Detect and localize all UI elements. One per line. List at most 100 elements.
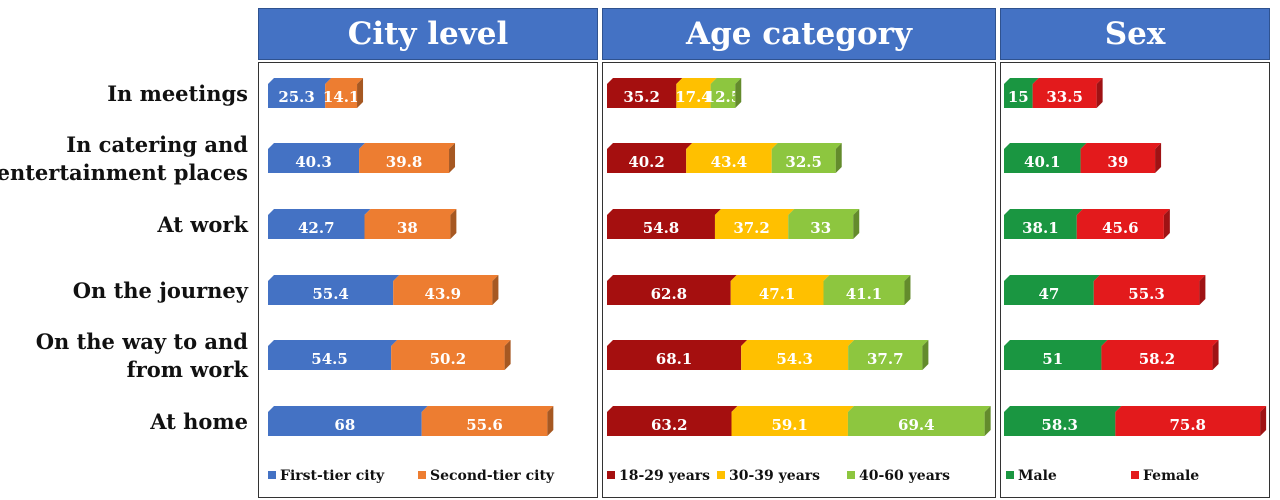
bar-top-2-4-1	[1101, 340, 1219, 346]
bar-top-2-5-1	[1115, 406, 1267, 412]
row-label-5: At home	[0, 408, 248, 436]
bar-label-0-1-0: 40.3	[295, 153, 332, 171]
bar-label-1-5-2: 69.4	[898, 416, 935, 434]
bar-1-1-2	[771, 149, 836, 173]
bar-2-1-0	[1004, 149, 1081, 173]
bar-0-5-0	[268, 412, 422, 436]
header-city-level: City level	[258, 8, 598, 60]
bar-label-2-0-1: 33.5	[1046, 88, 1083, 106]
bar-top-0-3-1	[393, 275, 499, 281]
bar-2-5-1	[1115, 412, 1261, 436]
bar-label-0-1-1: 39.8	[386, 153, 423, 171]
bar-label-1-5-0: 63.2	[651, 416, 688, 434]
row-label-line: On the journey	[72, 278, 248, 303]
bar-label-1-0-0: 35.2	[623, 88, 660, 106]
bar-2-0-1	[1032, 84, 1097, 108]
legend-label-1-0: 18-29 years	[619, 468, 710, 484]
bar-0-3-0	[268, 281, 394, 305]
bar-2-5-0	[1004, 412, 1116, 436]
header-age-category-text: Age category	[686, 16, 912, 52]
bar-top-2-3-1	[1093, 275, 1206, 281]
bar-side-2-4	[1212, 340, 1219, 370]
bar-label-2-1-1: 39	[1107, 153, 1128, 171]
legend-label-0-1: Second-tier city	[430, 468, 555, 484]
bar-1-3-1	[730, 281, 824, 305]
bar-1-5-1	[731, 412, 848, 436]
bar-top-0-1-1	[359, 143, 456, 149]
bar-0-5-1	[421, 412, 548, 436]
bar-2-0-0	[1004, 84, 1033, 108]
bar-label-1-5-1: 59.1	[771, 416, 808, 434]
bar-side-1-1	[835, 143, 842, 173]
bar-1-2-1	[714, 215, 789, 239]
bar-label-1-2-1: 37.2	[733, 219, 770, 237]
bar-top-2-1-1	[1080, 143, 1162, 149]
bar-1-5-2	[847, 412, 985, 436]
bar-2-4-0	[1004, 346, 1102, 370]
bar-label-2-3-1: 55.3	[1128, 285, 1165, 303]
row-label-0: In meetings	[0, 80, 248, 108]
bar-label-1-1-1: 43.4	[711, 153, 748, 171]
legend-swatch-2-0	[1006, 471, 1014, 479]
legend-swatch-0-0	[268, 471, 276, 479]
row-label-line: In catering and	[66, 132, 248, 157]
bar-label-1-2-0: 54.8	[643, 219, 680, 237]
bar-label-2-2-0: 38.1	[1022, 219, 1059, 237]
bar-1-5-0	[607, 412, 732, 436]
legend-label-2-0: Male	[1018, 468, 1057, 484]
bar-label-1-2-2: 33	[810, 219, 831, 237]
bar-0-1-0	[268, 149, 360, 173]
bar-label-2-4-0: 51	[1042, 350, 1063, 368]
bar-top-0-5-0	[268, 406, 428, 412]
bar-label-1-3-1: 47.1	[759, 285, 796, 303]
bar-0-2-0	[268, 215, 365, 239]
legend-swatch-0-1	[418, 471, 426, 479]
bar-0-0-1	[325, 84, 358, 108]
bar-label-2-5-1: 75.8	[1169, 416, 1206, 434]
header-sex-text: Sex	[1104, 16, 1166, 52]
bar-top-1-5-0	[607, 406, 738, 412]
legend-swatch-1-0	[607, 471, 615, 479]
bar-top-1-5-2	[847, 406, 991, 412]
bar-1-2-0	[607, 215, 715, 239]
bar-side-0-4	[504, 340, 511, 370]
bar-0-2-1	[364, 215, 451, 239]
bar-label-0-0-1: 14.1	[323, 88, 360, 106]
legend-label-0-0: First-tier city	[280, 468, 385, 484]
bar-2-3-0	[1004, 281, 1094, 305]
bar-label-0-3-0: 55.4	[312, 285, 349, 303]
bar-top-2-2-1	[1076, 209, 1170, 215]
bar-side-0-0	[357, 78, 364, 108]
bar-label-2-1-0: 40.1	[1024, 153, 1061, 171]
row-label-2: At work	[0, 211, 248, 239]
bar-label-0-2-0: 42.7	[298, 219, 335, 237]
bar-top-1-3-0	[607, 275, 737, 281]
bar-top-0-4-0	[268, 340, 398, 346]
bar-side-0-3	[492, 275, 499, 305]
bar-top-0-0-1	[325, 78, 364, 84]
bar-label-0-5-0: 68	[334, 416, 355, 434]
bar-2-2-1	[1076, 215, 1164, 239]
bar-top-0-2-1	[364, 209, 457, 215]
bar-top-1-4-0	[607, 340, 748, 346]
bar-top-1-4-2	[848, 340, 929, 346]
bar-1-1-1	[686, 149, 772, 173]
bar-label-0-3-1: 43.9	[425, 285, 462, 303]
row-label-line: At work	[157, 212, 248, 237]
bar-2-1-1	[1080, 149, 1156, 173]
bar-1-2-2	[788, 215, 854, 239]
bar-0-4-1	[391, 346, 505, 370]
bar-top-2-0-1	[1032, 78, 1103, 84]
row-label-line: At home	[150, 409, 248, 434]
bar-0-4-0	[268, 346, 392, 370]
bar-label-2-3-0: 47	[1038, 285, 1059, 303]
bar-2-2-0	[1004, 215, 1077, 239]
bar-side-2-0	[1096, 78, 1103, 108]
bar-side-0-1	[449, 143, 456, 173]
bar-label-1-0-2: 12.5	[705, 88, 742, 106]
bar-top-0-2-0	[268, 209, 371, 215]
bar-top-1-1-2	[771, 143, 842, 149]
legend-label-2-1: Female	[1143, 468, 1199, 484]
bar-label-2-2-1: 45.6	[1102, 219, 1139, 237]
